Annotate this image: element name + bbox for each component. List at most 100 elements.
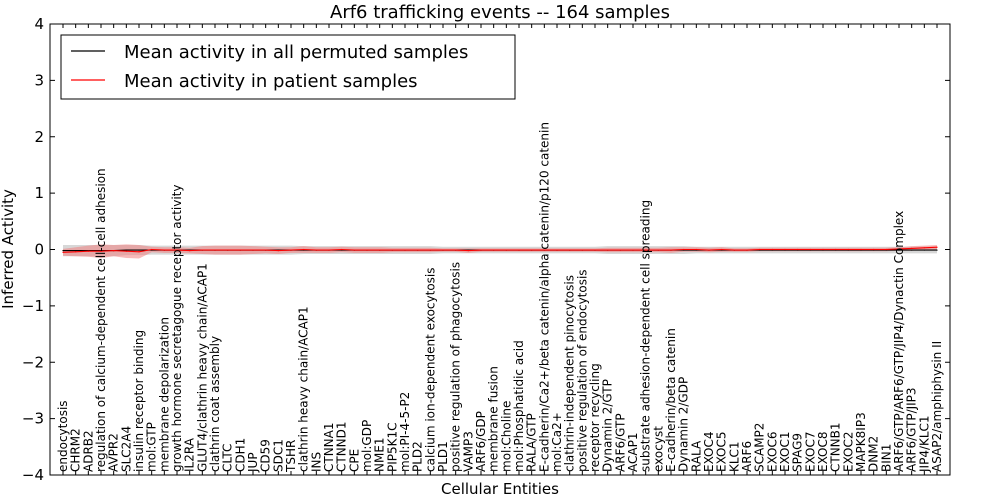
category-label: BIN1 bbox=[879, 444, 893, 472]
point-patient bbox=[695, 248, 697, 251]
point-patient bbox=[315, 249, 317, 251]
category-label: CTNNA1 bbox=[322, 422, 336, 472]
point-permuted bbox=[75, 250, 77, 252]
category-label: mol:GDP bbox=[360, 420, 374, 472]
category-label: membrane depolarization bbox=[157, 317, 171, 472]
category-label: E-cadherin/Ca2+/beta catenin/alpha caten… bbox=[537, 122, 551, 472]
point-patient bbox=[759, 248, 761, 251]
category-label: Dynamin 2/GTP bbox=[601, 379, 615, 472]
category-label: PLD1 bbox=[436, 441, 450, 472]
point-patient bbox=[151, 248, 153, 251]
point-patient bbox=[290, 249, 292, 251]
point-permuted bbox=[911, 249, 913, 251]
y-tick-label: −3 bbox=[22, 410, 44, 428]
point-patient bbox=[163, 249, 165, 251]
category-label: KLC1 bbox=[727, 441, 741, 472]
category-label: JIP4/KLC1 bbox=[917, 415, 931, 473]
point-patient bbox=[771, 248, 773, 251]
category-label: growth hormone secretagogue receptor act… bbox=[170, 185, 184, 472]
category-label: receptor recycling bbox=[588, 363, 602, 472]
category-label: SDC1 bbox=[271, 439, 285, 472]
category-label: regulation of calcium-dependent cell-cel… bbox=[94, 168, 108, 472]
category-label: ARF6/GTP/ARF6/GTP/JIP4/Dynactin Complex bbox=[892, 211, 906, 472]
category-label: JUP bbox=[246, 452, 260, 473]
point-patient bbox=[379, 249, 381, 251]
point-patient bbox=[429, 249, 431, 251]
category-label: mol:Phosphatidic acid bbox=[512, 340, 526, 472]
point-patient bbox=[822, 248, 824, 251]
point-patient bbox=[657, 249, 659, 251]
band-patient bbox=[63, 244, 937, 259]
point-patient bbox=[645, 249, 647, 251]
point-patient bbox=[328, 249, 330, 251]
y-axis-label: Inferred Activity bbox=[0, 189, 17, 309]
point-patient bbox=[809, 248, 811, 251]
point-patient bbox=[391, 249, 393, 251]
category-label: RALA bbox=[689, 440, 703, 472]
point-patient bbox=[277, 250, 279, 252]
point-patient bbox=[467, 250, 469, 252]
point-patient bbox=[619, 249, 621, 251]
category-label: ARF6/GTP bbox=[613, 413, 627, 472]
legend-label-patient: Mean activity in patient samples bbox=[124, 71, 418, 92]
point-patient bbox=[87, 250, 89, 252]
category-label: CPE bbox=[347, 449, 361, 472]
category-label: positive regulation of phagocytosis bbox=[449, 262, 463, 472]
point-patient bbox=[885, 248, 887, 251]
point-patient bbox=[923, 247, 925, 249]
category-label: mol:Choline bbox=[499, 401, 513, 472]
point-permuted bbox=[62, 250, 64, 252]
point-patient bbox=[404, 249, 406, 251]
category-label: mol:PI-4-5-P2 bbox=[398, 392, 412, 472]
point-patient bbox=[569, 249, 571, 251]
category-label: EXOC4 bbox=[702, 432, 716, 473]
category-label: clathrin coat assembly bbox=[208, 336, 222, 472]
point-patient bbox=[366, 249, 368, 251]
category-label: RALA/GTP bbox=[525, 413, 539, 472]
category-label: CTNNB1 bbox=[829, 422, 843, 472]
point-patient bbox=[303, 248, 305, 251]
category-label: insulin receptor binding bbox=[132, 330, 146, 472]
y-tick-label: 3 bbox=[34, 71, 44, 89]
y-tick-label: −2 bbox=[22, 353, 44, 371]
category-label: ADRB2 bbox=[81, 430, 95, 472]
point-patient bbox=[265, 249, 267, 251]
point-patient bbox=[746, 249, 748, 251]
point-patient bbox=[721, 248, 723, 251]
category-label: EXOC6 bbox=[765, 432, 779, 473]
category-label: GLUT4/clathrin heavy chain/ACAP1 bbox=[195, 263, 209, 472]
point-patient bbox=[239, 249, 241, 251]
point-patient bbox=[189, 250, 191, 252]
category-label: Dynamin 2/GDP bbox=[677, 377, 691, 472]
point-permuted bbox=[125, 249, 127, 251]
category-label: clathrin heavy chain/ACAP1 bbox=[297, 306, 311, 472]
y-tick-label: −1 bbox=[22, 297, 44, 315]
category-label: ARF6 bbox=[740, 441, 754, 472]
y-tick-label: 0 bbox=[34, 241, 44, 259]
category-label: EXOC7 bbox=[803, 432, 817, 473]
y-tick-label: 1 bbox=[34, 184, 44, 202]
category-label: SLC2A4 bbox=[119, 426, 133, 472]
point-patient bbox=[708, 249, 710, 251]
point-permuted bbox=[138, 249, 140, 251]
point-patient bbox=[581, 249, 583, 251]
point-permuted bbox=[923, 249, 925, 251]
point-patient bbox=[632, 249, 634, 251]
point-patient bbox=[252, 249, 254, 251]
point-patient bbox=[911, 247, 913, 249]
category-label: INS bbox=[309, 452, 323, 472]
point-patient bbox=[556, 249, 558, 251]
category-label: EXOC2 bbox=[841, 432, 855, 473]
y-axis: −4 −3 −2 −1 0 1 2 3 4 bbox=[22, 15, 950, 484]
plot-area bbox=[62, 244, 938, 259]
point-patient bbox=[797, 248, 799, 251]
point-patient bbox=[455, 249, 457, 251]
point-patient bbox=[594, 249, 596, 251]
category-label: membrane fusion bbox=[487, 366, 501, 472]
category-label: clathrin-independent pinocytosis bbox=[563, 275, 577, 472]
category-label: PLD2 bbox=[411, 441, 425, 472]
category-label: mol:GTP bbox=[145, 422, 159, 472]
point-permuted bbox=[936, 249, 938, 251]
y-tick-label: −4 bbox=[22, 466, 44, 484]
category-label: IL2RA bbox=[183, 437, 197, 472]
